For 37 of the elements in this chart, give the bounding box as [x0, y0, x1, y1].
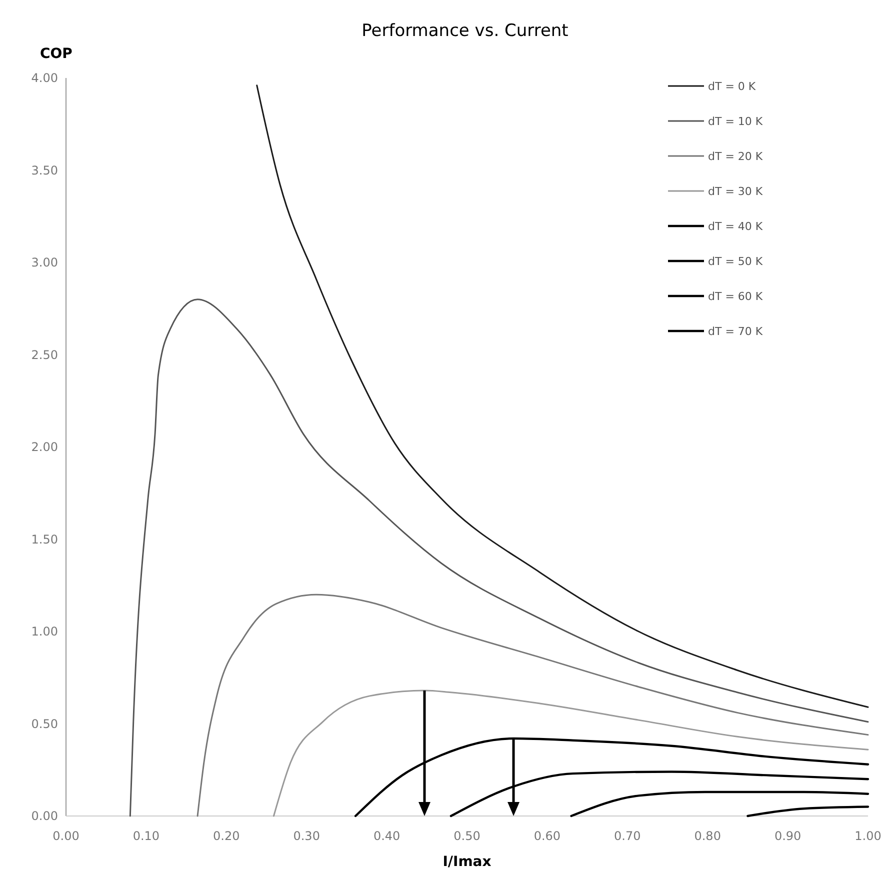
- y-tick-label: 1.50: [31, 532, 58, 546]
- y-tick-label: 0.50: [31, 716, 58, 731]
- x-tick-label: 0.50: [454, 829, 480, 843]
- x-tick-label: 0.60: [534, 829, 561, 843]
- x-tick-label: 0.30: [293, 829, 320, 843]
- legend-label: dT = 30 K: [708, 185, 764, 198]
- y-tick-label: 2.50: [31, 348, 58, 362]
- line-series: [450, 770, 870, 818]
- line-series: [272, 690, 869, 817]
- chart-title: Performance vs. Current: [362, 21, 569, 41]
- x-tick-label: 0.90: [774, 829, 802, 843]
- y-tick-label: 4.00: [31, 71, 58, 85]
- x-tick-label: 0.00: [52, 829, 80, 843]
- x-axis-title: I/Imax: [442, 854, 492, 870]
- x-tick-label: 0.80: [694, 829, 721, 843]
- legend-label: dT = 60 K: [708, 290, 764, 303]
- y-tick-label: 3.00: [31, 256, 58, 270]
- legend-label: dT = 70 K: [708, 325, 764, 338]
- x-tick-label: 0.70: [614, 829, 641, 843]
- x-tick-label: 1.00: [854, 829, 882, 843]
- x-tick-label: 0.10: [132, 829, 160, 843]
- y-tick-label: 1.00: [31, 624, 58, 638]
- legend-label: dT = 20 K: [708, 150, 764, 163]
- legend-label: dT = 10 K: [708, 115, 764, 128]
- line-series: [196, 594, 869, 817]
- line-series: [570, 790, 870, 818]
- x-tick-label: 0.20: [213, 829, 240, 843]
- line-series: [129, 298, 869, 817]
- line-series: [354, 737, 870, 818]
- legend-label: dT = 40 K: [708, 220, 764, 233]
- y-tick-label: 3.50: [31, 163, 58, 178]
- legend-label: dT = 50 K: [708, 255, 764, 268]
- y-tick-label: 2.00: [31, 440, 58, 454]
- x-tick-label: 0.40: [373, 829, 400, 843]
- y-tick-label: 0.00: [31, 809, 58, 823]
- legend-label: dT = 0 K: [708, 80, 756, 93]
- y-axis-title: COP: [40, 46, 72, 62]
